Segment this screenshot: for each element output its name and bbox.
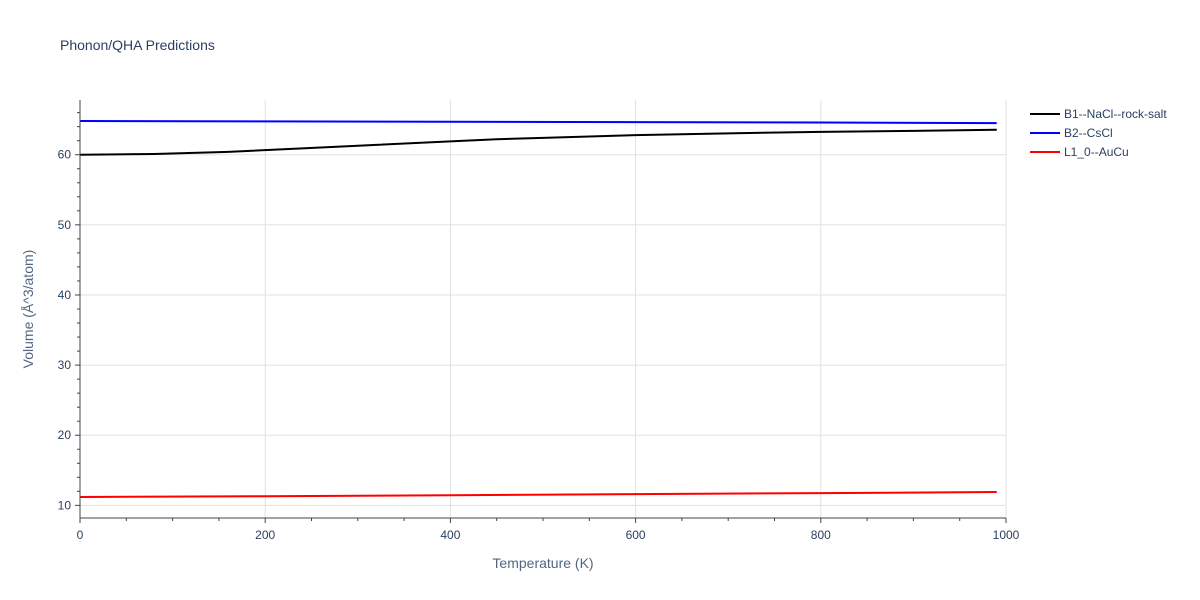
y-tick-label: 40	[58, 288, 72, 302]
y-axis-ticks: 10 20 30 40 50 60	[58, 148, 72, 513]
legend-label: B1--NaCl--rock-salt	[1064, 107, 1167, 121]
legend-item[interactable]: B1--NaCl--rock-salt	[1030, 107, 1167, 121]
x-tick-label: 0	[77, 528, 84, 542]
x-tick-label: 800	[811, 528, 831, 542]
axes	[75, 100, 1007, 523]
y-tick-label: 50	[58, 218, 72, 232]
x-tick-label: 1000	[993, 528, 1020, 542]
x-tick-label: 400	[440, 528, 460, 542]
y-tick-label: 60	[58, 148, 72, 162]
x-axis-label: Temperature (K)	[492, 555, 593, 571]
y-tick-label: 20	[58, 428, 72, 442]
x-axis-ticks: 0 200 400 600 800 1000	[77, 528, 1020, 542]
legend-item[interactable]: L1_0--AuCu	[1030, 145, 1129, 159]
legend-label: B2--CsCl	[1064, 126, 1113, 140]
x-tick-label: 600	[626, 528, 646, 542]
series-lines	[79, 120, 997, 498]
legend-label: L1_0--AuCu	[1064, 145, 1129, 159]
series-line	[79, 120, 997, 125]
y-axis-label: Volume (Å^3/atom)	[20, 250, 36, 369]
y-tick-label: 30	[58, 358, 72, 372]
grid-lines	[80, 100, 1007, 518]
legend-item[interactable]: B2--CsCl	[1030, 126, 1113, 140]
legend[interactable]: B1--NaCl--rock-salt B2--CsCl L1_0--AuCu	[1030, 107, 1167, 159]
chart-title: Phonon/QHA Predictions	[60, 37, 215, 53]
x-tick-label: 200	[255, 528, 275, 542]
series-line	[79, 491, 997, 498]
series-line	[79, 128, 997, 156]
y-tick-label: 10	[58, 498, 72, 512]
